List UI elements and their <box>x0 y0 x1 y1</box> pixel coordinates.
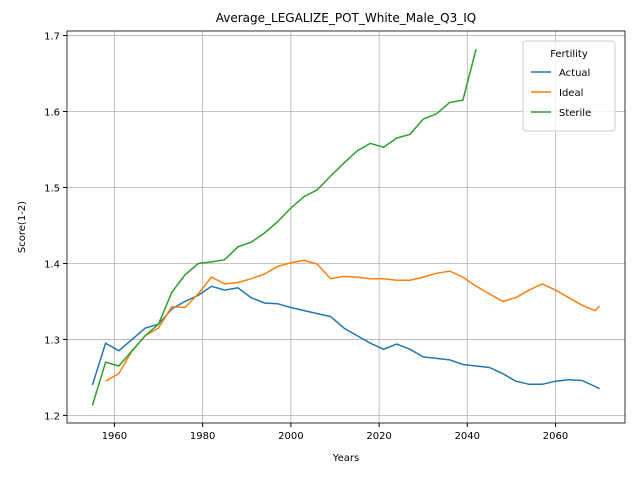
y-tick-label: 1.5 <box>44 183 60 194</box>
plot-frame <box>66 30 626 424</box>
legend-label: Ideal <box>559 88 583 99</box>
x-tick-label: 2040 <box>455 431 480 442</box>
x-tick-label: 2020 <box>366 431 391 442</box>
series-line <box>105 259 601 382</box>
y-tick-label: 1.2 <box>44 411 60 422</box>
legend-box <box>522 40 616 132</box>
series-line <box>91 49 477 406</box>
x-axis-label: Years <box>332 453 359 464</box>
legend-label: Sterile <box>559 108 591 119</box>
y-tick-label: 1.3 <box>44 335 60 346</box>
x-tick-label: 2060 <box>543 431 568 442</box>
chart-title: Average_LEGALIZE_POT_White_Male_Q3_IQ <box>216 11 476 25</box>
series-line <box>91 285 600 390</box>
y-tick-label: 1.6 <box>44 108 60 119</box>
x-tick-label: 1980 <box>190 431 215 442</box>
y-tick-label: 1.4 <box>44 259 60 270</box>
x-tick-label: 2000 <box>278 431 303 442</box>
x-tick-label: 1960 <box>102 431 127 442</box>
legend-title: Fertility <box>550 49 588 60</box>
legend-label: Actual <box>559 68 590 79</box>
y-tick-label: 1.7 <box>44 32 60 43</box>
y-axis-label: Score(1-2) <box>17 201 28 253</box>
